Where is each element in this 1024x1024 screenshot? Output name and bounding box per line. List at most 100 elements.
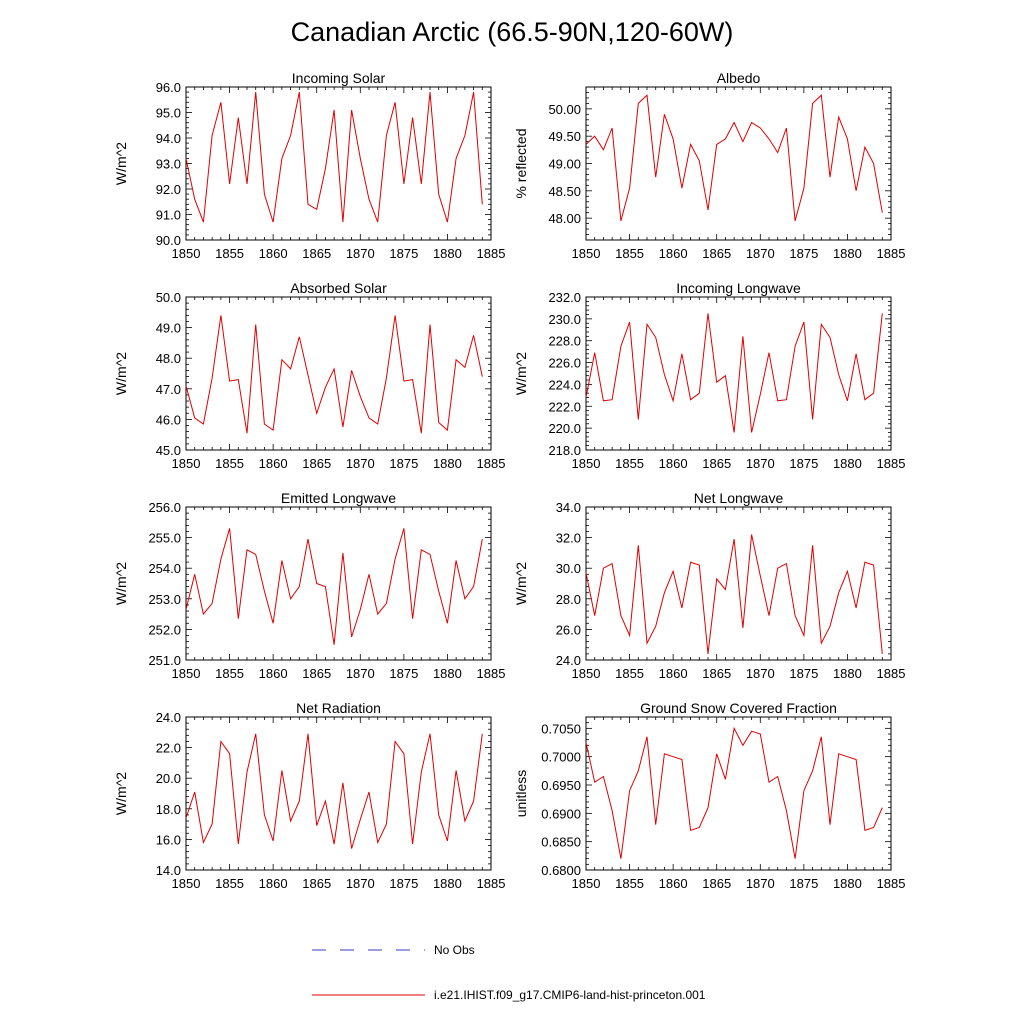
chart-7: 1850 1855 1860 1865 1870 1875 1880 1885 14.0 16.0…: [113, 700, 505, 891]
chart-7-title: Net Radiation: [296, 700, 381, 716]
legend: No Obs i.e21.IHIST.f09_g17.CMIP6-land-hi…: [312, 943, 706, 1002]
chart-6-xtick-label: 1860: [659, 666, 688, 681]
chart-5-ytick-label: 253.0: [148, 592, 181, 607]
chart-4-ytick-label: 218.0: [548, 443, 581, 458]
chart-1-xtick-label: 1865: [302, 246, 331, 261]
chart-8-xtick-label: 1850: [572, 876, 601, 891]
chart-7-xtick-label: 1875: [389, 876, 418, 891]
chart-4-xtick-label: 1865: [702, 456, 731, 471]
chart-8-xtick-label: 1880: [833, 876, 862, 891]
chart-8-ytick-label: 0.6800: [541, 863, 581, 878]
chart-4-xtick-label: 1875: [789, 456, 818, 471]
legend-obs-label: No Obs: [434, 943, 475, 957]
chart-4-xtick-label: 1870: [746, 456, 775, 471]
chart-1-xtick-label: 1860: [259, 246, 288, 261]
chart-4-xtick-label: 1880: [833, 456, 862, 471]
chart-6-title: Net Longwave: [694, 490, 784, 506]
chart-1-xtick-label: 1880: [433, 246, 462, 261]
chart-3: 1850 1855 1860 1865 1870 1875 1880 1885 45.0 46.0…: [113, 280, 505, 471]
chart-6-ytick-label: 28.0: [556, 592, 581, 607]
chart-6-ytick-label: 34.0: [556, 500, 581, 515]
chart-3-title: Absorbed Solar: [290, 280, 387, 296]
chart-7-ytick-label: 16.0: [156, 832, 181, 847]
chart-3-xtick-label: 1860: [259, 456, 288, 471]
chart-3-ytick-label: 48.0: [156, 351, 181, 366]
chart-6-xtick-label: 1870: [746, 666, 775, 681]
chart-5-xtick-label: 1860: [259, 666, 288, 681]
chart-2-series-line: [585, 94, 883, 222]
chart-6-xtick-label: 1865: [702, 666, 731, 681]
chart-6-xtick-label: 1885: [877, 666, 906, 681]
chart-2: 1850 1855 1860 1865 1870 1875 1880 1885 48.00 48.…: [513, 70, 905, 261]
chart-3-ytick-label: 45.0: [156, 443, 181, 458]
chart-5-xtick-label: 1885: [477, 666, 506, 681]
chart-6-xtick-label: 1880: [833, 666, 862, 681]
chart-4-xtick-label: 1885: [877, 456, 906, 471]
chart-7-ylabel: W/m^2: [113, 772, 129, 815]
chart-8-xtick-label: 1870: [746, 876, 775, 891]
chart-8-title: Ground Snow Covered Fraction: [640, 700, 837, 716]
chart-8-xtick-label: 1885: [877, 876, 906, 891]
chart-5-ytick-label: 256.0: [148, 500, 181, 515]
chart-3-ytick-label: 47.0: [156, 382, 181, 397]
chart-4-ytick-label: 222.0: [548, 399, 581, 414]
chart-8-xtick-label: 1855: [615, 876, 644, 891]
chart-8-ytick-label: 0.7000: [541, 750, 581, 765]
chart-7-frame: [185, 716, 492, 871]
chart-8-ytick-label: 0.6950: [541, 778, 581, 793]
chart-3-xtick-label: 1850: [172, 456, 201, 471]
chart-5-series-line: [185, 528, 483, 645]
chart-4-xtick-label: 1850: [572, 456, 601, 471]
chart-3-xtick-label: 1880: [433, 456, 462, 471]
chart-2-ytick-label: 48.50: [548, 184, 581, 199]
chart-5-xtick-label: 1875: [389, 666, 418, 681]
chart-7-ytick-label: 24.0: [156, 710, 181, 725]
chart-1-series-line: [185, 92, 483, 223]
chart-4-ytick-label: 226.0: [548, 356, 581, 371]
chart-1-ytick-label: 95.0: [156, 106, 181, 121]
chart-6-series-line: [585, 534, 883, 654]
chart-7-xtick-label: 1885: [477, 876, 506, 891]
chart-3-xtick-label: 1870: [346, 456, 375, 471]
chart-6-ylabel: W/m^2: [513, 562, 529, 605]
chart-2-title: Albedo: [717, 70, 761, 86]
chart-8-series-line: [585, 726, 883, 859]
chart-7-ytick-label: 20.0: [156, 771, 181, 786]
chart-2-xtick-label: 1875: [789, 246, 818, 261]
chart-1-ylabel: W/m^2: [113, 142, 129, 185]
chart-4-series-line: [585, 313, 883, 433]
chart-3-ytick-label: 50.0: [156, 290, 181, 305]
chart-2-xtick-label: 1865: [702, 246, 731, 261]
chart-5-title: Emitted Longwave: [281, 490, 396, 506]
chart-7-xtick-label: 1855: [215, 876, 244, 891]
chart-1-ytick-label: 91.0: [156, 208, 181, 223]
chart-1-ytick-label: 94.0: [156, 131, 181, 146]
chart-6-ytick-label: 30.0: [556, 561, 581, 576]
chart-5-ytick-label: 251.0: [148, 653, 181, 668]
chart-1-xtick-label: 1885: [477, 246, 506, 261]
chart-3-xtick-label: 1885: [477, 456, 506, 471]
chart-7-xtick-label: 1850: [172, 876, 201, 891]
chart-3-ytick-label: 46.0: [156, 412, 181, 427]
legend-model-label: i.e21.IHIST.f09_g17.CMIP6-land-hist-prin…: [434, 988, 706, 1002]
chart-2-ytick-label: 48.00: [548, 211, 581, 226]
chart-8-frame: [585, 716, 892, 871]
chart-5-ytick-label: 254.0: [148, 561, 181, 576]
chart-2-ylabel: % reflected: [513, 128, 529, 198]
chart-2-ytick-label: 49.50: [548, 129, 581, 144]
chart-4-ylabel: W/m^2: [513, 352, 529, 395]
chart-4-ytick-label: 224.0: [548, 377, 581, 392]
chart-3-series-line: [185, 315, 483, 434]
chart-1-ytick-label: 90.0: [156, 233, 181, 248]
chart-1-xtick-label: 1850: [172, 246, 201, 261]
chart-7-series-line: [185, 733, 483, 849]
figure-title: Canadian Arctic (66.5-90N,120-60W): [291, 17, 734, 47]
chart-4: 1850 1855 1860 1865 1870 1875 1880 1885 218.0 220…: [513, 280, 905, 471]
chart-1-xtick-label: 1870: [346, 246, 375, 261]
chart-2-xtick-label: 1885: [877, 246, 906, 261]
chart-7-xtick-label: 1880: [433, 876, 462, 891]
chart-4-ytick-label: 232.0: [548, 290, 581, 305]
chart-1-ytick-label: 92.0: [156, 182, 181, 197]
chart-6-ytick-label: 26.0: [556, 622, 581, 637]
